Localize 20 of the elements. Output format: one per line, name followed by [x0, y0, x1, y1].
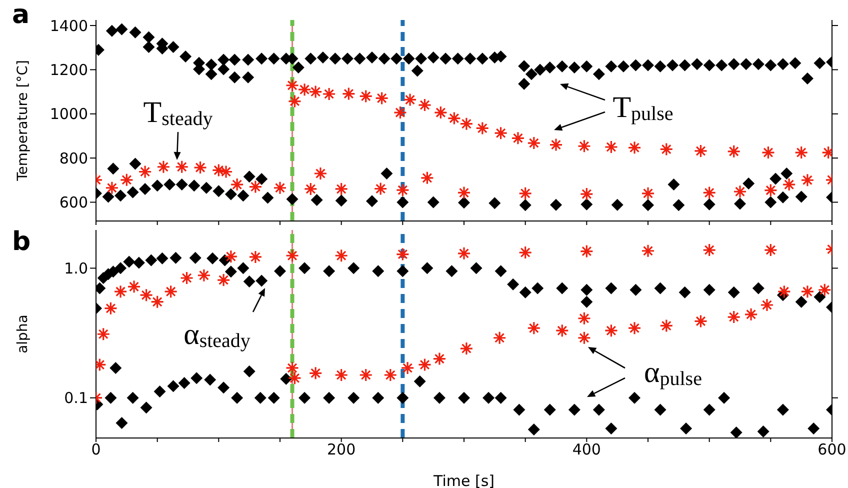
y-tick-label: 800 [59, 149, 88, 168]
chart-title: b [12, 227, 31, 257]
annotation: α$_{steady}$ [184, 318, 250, 352]
x-axis-title: Time [s] [432, 472, 494, 488]
y-axis-title: alpha [14, 314, 31, 354]
y-tick-label: 1200 [50, 61, 88, 80]
x-tick-label: 600 [818, 440, 846, 459]
y-tick-label: 0.1 [64, 389, 88, 408]
y-tick-label: 600 [59, 194, 88, 212]
x-tick-label: 200 [327, 440, 356, 459]
annotation: T$_{pulse}$ [612, 91, 674, 125]
x-tick-label: 0 [91, 440, 101, 459]
y-tick-label: 1000 [50, 105, 88, 124]
annotation: T$_{steady}$ [143, 96, 213, 130]
y-axis-title: Temperature [°C] [14, 60, 31, 182]
x-tick-label: 400 [572, 440, 601, 459]
annotation: α$_{pulse}$ [644, 356, 702, 390]
y-tick-label: 1400 [50, 16, 88, 35]
chart-title: a [12, 0, 30, 30]
y-tick-label: 1.0 [64, 260, 88, 278]
